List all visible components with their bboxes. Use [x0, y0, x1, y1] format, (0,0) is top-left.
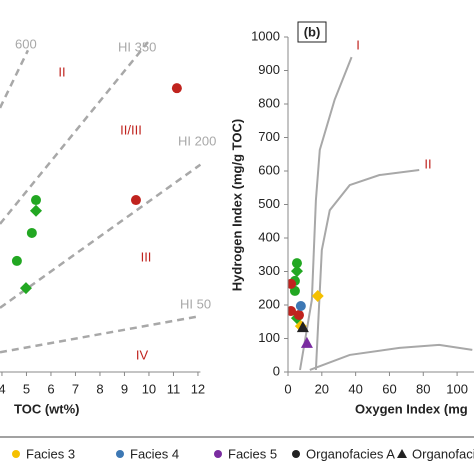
line-label: HI 50	[180, 296, 211, 311]
y-tick-label: 1000	[251, 28, 280, 43]
reference-line	[0, 163, 201, 309]
marker	[296, 321, 309, 333]
x-tick-label: 11	[167, 381, 181, 396]
x-tick-label: 5	[23, 381, 30, 396]
marker	[130, 195, 141, 206]
x-tick-label: 60	[382, 381, 396, 396]
marker	[300, 336, 313, 348]
x-tick-label: 0	[284, 381, 291, 396]
x-tick-label: 20	[315, 381, 329, 396]
marker	[288, 306, 297, 317]
y-tick-label: 800	[258, 95, 280, 110]
marker	[26, 227, 37, 238]
y-tick-label: 200	[258, 296, 280, 311]
x-tick-label: 40	[348, 381, 362, 396]
legend-box	[0, 436, 474, 438]
legend-label: Facies 4	[130, 446, 179, 461]
reference-line	[0, 49, 30, 109]
region-label: IV	[136, 347, 149, 362]
x-tick-label: 100	[446, 381, 468, 396]
x-tick-label: 8	[96, 381, 103, 396]
marker	[31, 195, 42, 206]
title-box	[297, 21, 327, 43]
region-label: III	[141, 249, 152, 264]
y-tick-label: 400	[258, 229, 280, 244]
plot-area	[288, 56, 473, 371]
reference-line	[0, 41, 149, 225]
y-tick-label: 300	[258, 263, 280, 278]
marker	[311, 289, 324, 302]
x-tick-label: 9	[121, 381, 128, 396]
x-tick-label: 7	[72, 381, 79, 396]
y-tick-label: 0	[273, 363, 280, 378]
line-label: HI 350	[118, 39, 156, 54]
line-label: 600	[15, 36, 37, 51]
reference-line	[299, 56, 353, 371]
y-axis-title: Hydrogen Index (mg/g TOC)	[229, 119, 244, 291]
marker	[11, 255, 22, 266]
x-tick-label: 6	[47, 381, 54, 396]
y-tick-label: 100	[258, 330, 280, 345]
marker	[116, 450, 124, 458]
y-tick-label: 700	[258, 129, 280, 144]
marker	[293, 310, 304, 321]
reference-line	[0, 314, 201, 354]
marker	[12, 450, 20, 458]
region-label: II	[58, 64, 65, 79]
x-tick-label: 4	[0, 381, 6, 396]
x-axis-title: TOC (wt%)	[14, 401, 79, 416]
reference-line	[309, 343, 473, 371]
x-tick-label: 80	[416, 381, 430, 396]
marker	[288, 278, 297, 289]
legend-label: Facies 5	[228, 446, 277, 461]
marker	[30, 204, 43, 217]
marker	[171, 83, 182, 94]
line-label: HI 200	[178, 133, 216, 148]
marker	[19, 282, 32, 295]
marker	[292, 450, 300, 458]
y-tick-label: 600	[258, 162, 280, 177]
marker	[295, 301, 306, 312]
line-label: I	[356, 37, 360, 52]
marker	[397, 449, 407, 458]
line-label: II	[424, 156, 431, 171]
marker	[214, 450, 222, 458]
chart-title: (b)	[304, 24, 321, 39]
plot-area	[0, 41, 201, 354]
x-axis-title: Oxygen Index (mg	[355, 401, 468, 416]
x-tick-label: 12	[191, 381, 205, 396]
y-tick-label: 500	[258, 196, 280, 211]
reference-line	[314, 169, 420, 371]
legend-label: Organofacies	[412, 446, 474, 461]
x-tick-label: 10	[142, 381, 156, 396]
legend-label: Organofacies A	[306, 446, 395, 461]
marker	[291, 258, 302, 269]
legend-label: Facies 3	[26, 446, 75, 461]
marker	[290, 265, 303, 278]
y-tick-label: 900	[258, 62, 280, 77]
region-label: II/III	[120, 122, 142, 137]
